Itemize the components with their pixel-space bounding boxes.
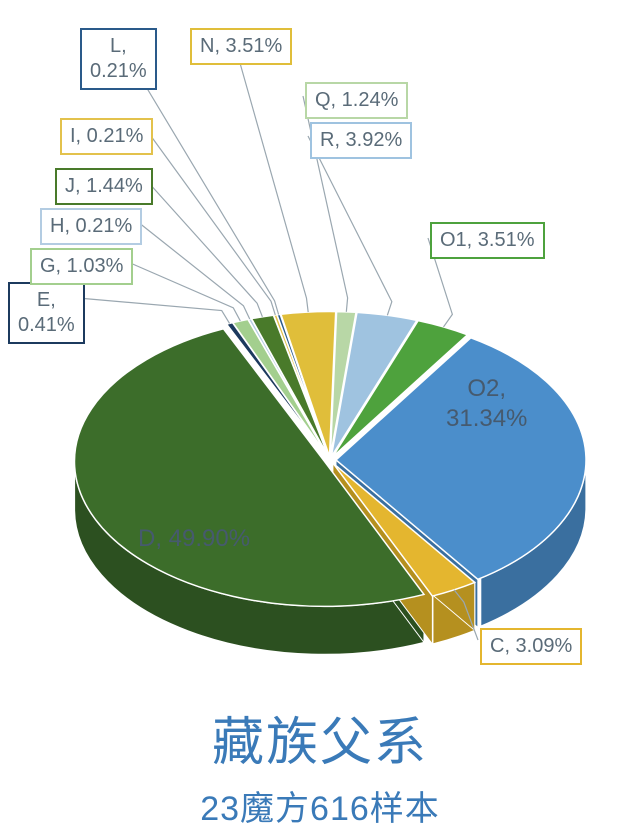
- label-E: E,0.41%: [8, 282, 85, 344]
- label-R: R, 3.92%: [310, 122, 412, 159]
- label-H: H, 0.21%: [40, 208, 142, 245]
- title-area: 藏族父系 23魔方616样本: [0, 700, 640, 830]
- label-I: I, 0.21%: [60, 118, 153, 155]
- label-G: G, 1.03%: [30, 248, 133, 285]
- label-O1: O1, 3.51%: [430, 222, 545, 259]
- chart-subtitle: 23魔方616样本: [0, 781, 640, 830]
- label-Q: Q, 1.24%: [305, 82, 408, 119]
- label-C: C, 3.09%: [480, 628, 582, 665]
- label-D: D, 49.90%: [130, 520, 258, 558]
- label-L: L,0.21%: [80, 28, 157, 90]
- pie-chart-3d: O1, 3.51% O2,31.34% C, 3.09% D, 49.90% E,0.4…: [0, 0, 640, 700]
- label-J: J, 1.44%: [55, 168, 153, 205]
- label-O2: O2,31.34%: [438, 370, 535, 438]
- label-N: N, 3.51%: [190, 28, 292, 65]
- chart-title: 藏族父系: [0, 700, 640, 775]
